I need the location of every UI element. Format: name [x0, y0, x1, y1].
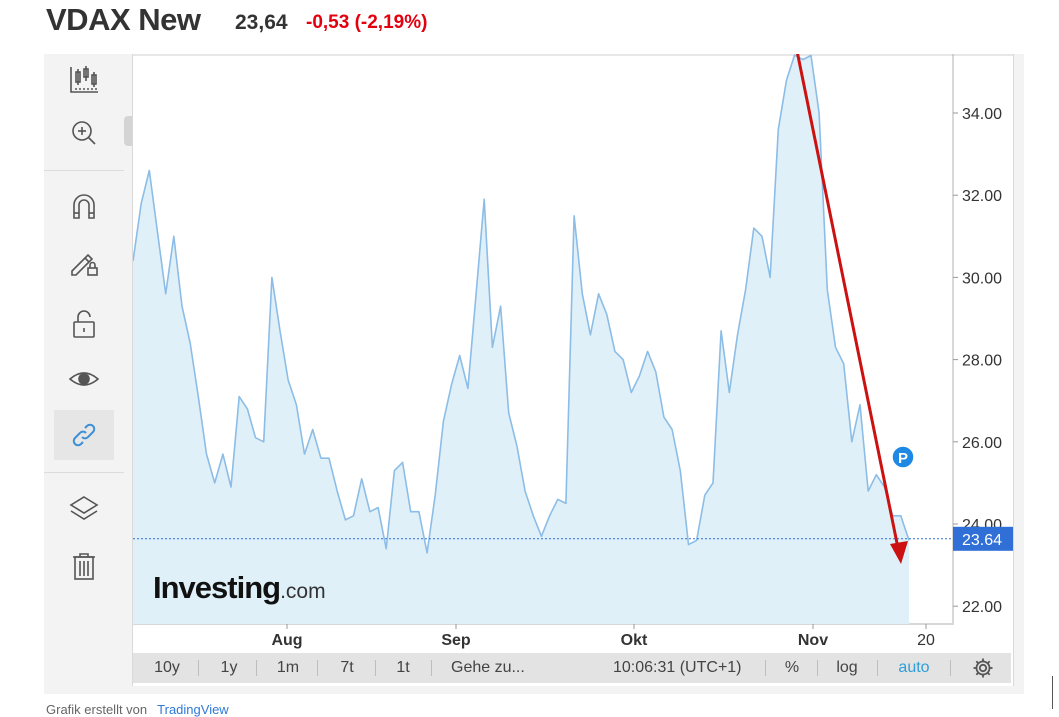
zoom-icon: [72, 121, 96, 145]
magnet-icon: [73, 194, 95, 219]
x-tick-label: Okt: [621, 632, 648, 649]
y-tick-label: 22.00: [962, 599, 1002, 616]
eye-icon: [68, 372, 100, 386]
range-7t-button[interactable]: 7t: [340, 659, 354, 676]
price-series-line: [133, 54, 910, 554]
range-1t-button[interactable]: 1t: [396, 659, 410, 676]
unlock-icon: [73, 310, 95, 338]
last-price: 23,64: [235, 11, 288, 34]
current-price-label: 23.64: [962, 532, 1002, 549]
current-price-badge: [953, 526, 1013, 551]
toolbar-collapse-handle[interactable]: [124, 116, 132, 146]
separator: [256, 660, 257, 676]
investing-watermark: Investing.com: [153, 570, 326, 605]
chart-type-button[interactable]: [54, 55, 114, 105]
log-scale-toggle[interactable]: log: [836, 659, 858, 676]
drawing-toolbar: [44, 54, 124, 614]
clock-timezone[interactable]: 10:06:31 (UTC+1): [613, 659, 742, 676]
settings-gear-icon[interactable]: [971, 656, 995, 680]
delete-button[interactable]: [54, 541, 114, 591]
page-edge-mark: [1052, 676, 1059, 709]
candlestick-chart-icon: [70, 66, 98, 93]
chart-area[interactable]: Investing.com Aug Sep Okt Nov 20 34.00 32.00 30…: [132, 54, 1014, 686]
percent-scale-toggle[interactable]: %: [784, 659, 800, 676]
range-1y-button[interactable]: 1y: [220, 659, 238, 676]
x-tick-label: Nov: [798, 632, 828, 649]
layers-icon: [69, 496, 99, 520]
y-tick-label: 26.00: [962, 435, 1002, 452]
y-tick-label: 32.00: [962, 188, 1002, 205]
chart-widget: Investing.com Aug Sep Okt Nov 20 34.00 32.00 30…: [44, 54, 1024, 694]
lock-drawings-button[interactable]: [54, 238, 114, 288]
p-marker-label: P: [898, 450, 908, 467]
link-icon: [72, 423, 96, 447]
separator: [317, 660, 318, 676]
toolbar-divider: [44, 472, 124, 473]
tradingview-link[interactable]: TradingView: [157, 702, 229, 717]
range-bar: 10y 1y 1m 7t 1t Gehe zu... 10:06:31 (UTC…: [133, 653, 1011, 683]
x-tick-label: Sep: [441, 632, 471, 649]
layers-button[interactable]: [54, 484, 114, 534]
separator: [877, 660, 878, 676]
p-marker: [891, 445, 915, 469]
instrument-title: VDAX New: [46, 2, 201, 37]
separator: [431, 660, 432, 676]
trend-arrow-head: [890, 541, 908, 564]
toolbar-divider: [44, 170, 124, 171]
trash-icon: [73, 553, 95, 580]
unlock-button[interactable]: [54, 299, 114, 349]
goto-date-button[interactable]: Gehe zu...: [451, 659, 525, 676]
separator: [817, 660, 818, 676]
link-button[interactable]: [54, 410, 114, 460]
auto-scale-toggle[interactable]: auto: [898, 659, 930, 676]
range-10y-button[interactable]: 10y: [154, 659, 180, 676]
visibility-button[interactable]: [54, 354, 114, 404]
attribution: Grafik erstellt von TradingView: [46, 702, 229, 717]
price-change: -0,53 (-2,19%): [306, 12, 428, 33]
zoom-button[interactable]: [54, 108, 114, 158]
price-chart[interactable]: Investing.com Aug Sep Okt Nov 20 34.00 32.00 30…: [133, 54, 1013, 654]
y-tick-label: 30.00: [962, 270, 1002, 287]
separator: [198, 660, 199, 676]
x-tick-label: 20: [917, 632, 935, 649]
pencil-lock-icon: [71, 253, 98, 276]
attribution-text: Grafik erstellt von: [46, 702, 148, 717]
separator: [765, 660, 766, 676]
magnet-button[interactable]: [54, 182, 114, 232]
trend-arrow-shaft: [796, 54, 901, 555]
price-area-fill: [133, 55, 909, 624]
range-1m-button[interactable]: 1m: [276, 659, 300, 676]
separator: [375, 660, 376, 676]
separator: [950, 660, 951, 676]
x-tick-label: Aug: [271, 632, 302, 649]
header: VDAX New 23,64 -0,53 (-2,19%): [0, 0, 1059, 52]
y-tick-label: 34.00: [962, 106, 1002, 123]
y-tick-label: 28.00: [962, 353, 1002, 370]
